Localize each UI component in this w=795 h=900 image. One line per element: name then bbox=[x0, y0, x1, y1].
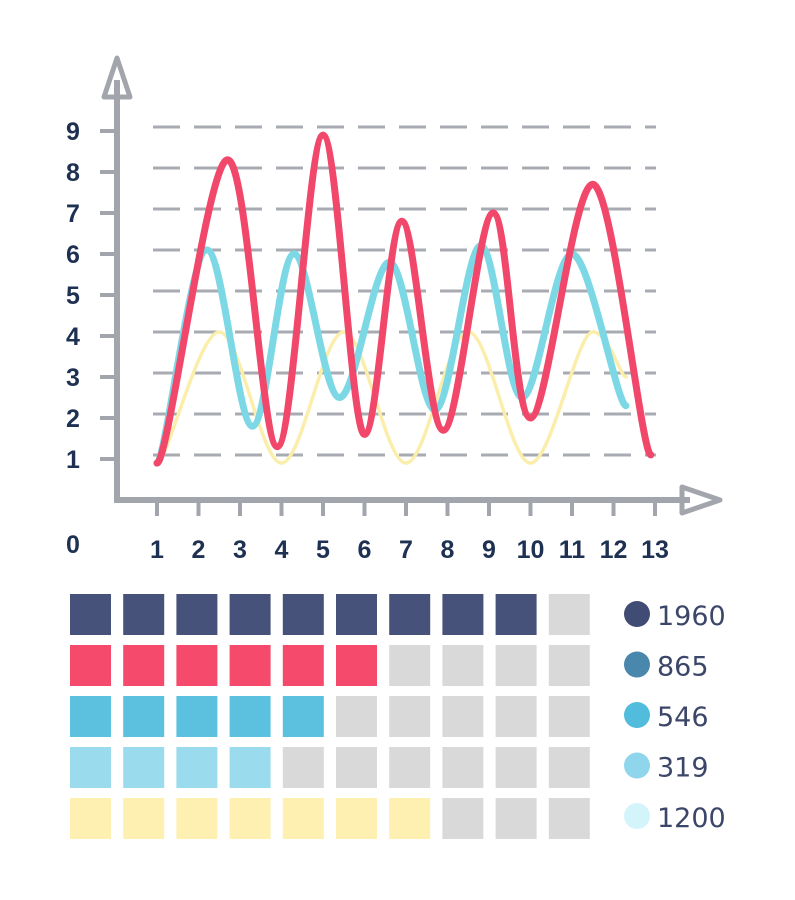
waffle-grid bbox=[70, 594, 590, 839]
y-axis-arrow-icon bbox=[101, 55, 133, 100]
x-tick-label: 6 bbox=[358, 536, 372, 564]
x-tick-label: 7 bbox=[399, 536, 413, 564]
waffle-cell-filled bbox=[336, 645, 377, 686]
waffle-cell-filled bbox=[176, 594, 218, 635]
series-lines bbox=[153, 131, 655, 467]
legend-label: 1960 bbox=[657, 601, 726, 632]
waffle-cell-filled bbox=[229, 594, 271, 635]
waffle-cell-empty bbox=[495, 696, 537, 737]
x-tick-label: 11 bbox=[559, 536, 586, 564]
waffle-cell-empty bbox=[282, 747, 324, 788]
legend-dot-icon bbox=[624, 651, 650, 678]
y-tick-label: 0 bbox=[66, 531, 80, 559]
waffle-cell-filled bbox=[229, 645, 271, 686]
waffle-cell-empty bbox=[442, 696, 484, 737]
waffle-cell-empty bbox=[442, 645, 484, 686]
waffle-cell-filled bbox=[282, 645, 324, 686]
waffle-cell-empty bbox=[442, 747, 484, 788]
waffle-cell-filled bbox=[70, 696, 111, 737]
waffle-cell-empty bbox=[548, 645, 590, 686]
legend-label: 546 bbox=[657, 702, 709, 733]
y-tick-label: 8 bbox=[66, 159, 80, 187]
series-line-2 bbox=[155, 330, 628, 465]
x-tick-label: 5 bbox=[316, 536, 330, 564]
x-tick-label: 8 bbox=[441, 536, 455, 564]
x-tick-label: 4 bbox=[275, 536, 289, 564]
waffle-cell-filled bbox=[70, 645, 111, 686]
waffle-cell-empty bbox=[336, 696, 377, 737]
waffle-cell-filled bbox=[123, 645, 165, 686]
waffle-cell-empty bbox=[495, 747, 537, 788]
waffle-cell-filled bbox=[336, 798, 377, 839]
waffle-cell-empty bbox=[548, 798, 590, 839]
legend-label: 319 bbox=[657, 753, 709, 784]
waffle-cell-empty bbox=[548, 747, 590, 788]
ticks bbox=[100, 129, 657, 516]
waffle-cell-filled bbox=[176, 798, 218, 839]
waffle-cell-filled bbox=[229, 747, 271, 788]
waffle-cell-filled bbox=[229, 696, 271, 737]
waffle-cell-empty bbox=[336, 747, 377, 788]
y-tick-label: 1 bbox=[66, 446, 80, 474]
x-tick-label: 3 bbox=[233, 536, 247, 564]
legend-dot-icon bbox=[624, 803, 650, 829]
waffle-cell-filled bbox=[123, 798, 165, 839]
x-tick-label: 10 bbox=[517, 536, 545, 564]
waffle-cell-empty bbox=[495, 798, 537, 839]
legend-label: 1200 bbox=[657, 803, 726, 834]
series-line-0 bbox=[153, 131, 655, 467]
legend-dot-icon bbox=[624, 702, 650, 728]
waffle-cell-filled bbox=[389, 798, 431, 839]
waffle-cell-filled bbox=[70, 798, 111, 839]
waffle-cell-filled bbox=[336, 594, 377, 635]
waffle-cell-empty bbox=[389, 747, 431, 788]
waffle-cell-empty bbox=[389, 645, 431, 686]
waffle-cell-filled bbox=[176, 696, 218, 737]
legend-label: 865 bbox=[657, 652, 709, 683]
waffle-cell-filled bbox=[123, 696, 165, 737]
waffle-cell-filled bbox=[442, 594, 484, 635]
y-tick-label: 3 bbox=[66, 364, 80, 392]
waffle-cell-filled bbox=[123, 594, 165, 635]
waffle-cell-filled bbox=[70, 594, 111, 635]
waffle-cell-empty bbox=[389, 696, 431, 737]
legend: 1960 865 546 319 1200 bbox=[624, 601, 726, 834]
x-tick-label: 2 bbox=[192, 536, 206, 564]
x-tick-label: 13 bbox=[641, 536, 669, 564]
waffle-cell-filled bbox=[176, 645, 218, 686]
x-axis-arrow-icon bbox=[679, 484, 723, 516]
waffle-cell-empty bbox=[495, 645, 537, 686]
y-tick-label: 6 bbox=[66, 241, 80, 269]
waffle-cell-filled bbox=[123, 747, 165, 788]
y-tick-label: 4 bbox=[66, 323, 80, 351]
y-tick-label: 9 bbox=[66, 118, 80, 146]
axes bbox=[101, 55, 723, 516]
waffle-cell-empty bbox=[548, 696, 590, 737]
waffle-cell-empty bbox=[548, 594, 590, 635]
legend-dot-icon bbox=[624, 752, 650, 779]
waffle-cell-filled bbox=[229, 798, 271, 839]
y-tick-label: 2 bbox=[66, 405, 80, 433]
y-tick-label: 7 bbox=[66, 200, 80, 228]
waffle-cell-filled bbox=[70, 747, 111, 788]
x-tick-label: 12 bbox=[600, 536, 628, 564]
y-tick-label: 5 bbox=[66, 282, 80, 310]
waffle-cell-filled bbox=[282, 696, 324, 737]
legend-dot-icon bbox=[624, 601, 650, 627]
waffle-cell-filled bbox=[282, 798, 324, 839]
waffle-cell-filled bbox=[176, 747, 218, 788]
waffle-cell-empty bbox=[442, 798, 484, 839]
x-tick-label: 9 bbox=[482, 536, 496, 564]
x-tick-label: 1 bbox=[150, 536, 164, 564]
waffle-cell-filled bbox=[495, 594, 537, 635]
waffle-cell-filled bbox=[282, 594, 324, 635]
waffle-cell-filled bbox=[389, 594, 431, 635]
